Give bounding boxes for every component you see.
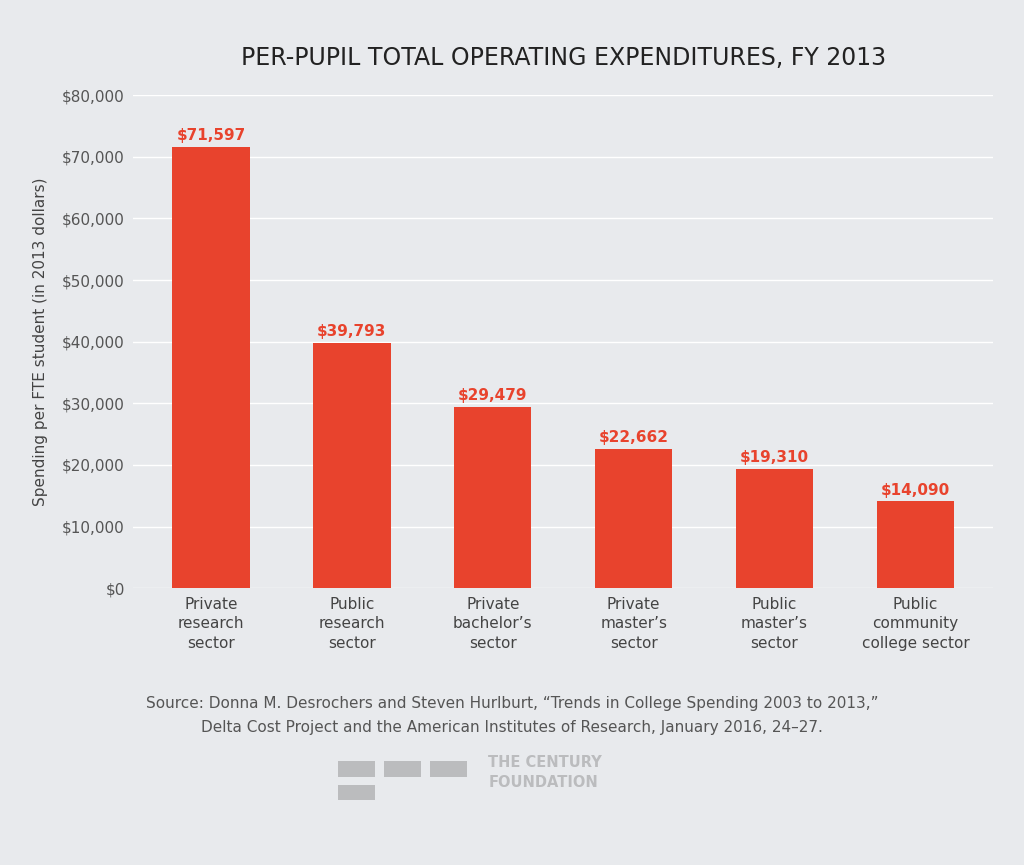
Text: $71,597: $71,597 — [176, 128, 246, 144]
Bar — [172, 147, 250, 588]
Text: $29,479: $29,479 — [458, 388, 527, 403]
Bar — [313, 343, 390, 588]
Text: $19,310: $19,310 — [740, 451, 809, 465]
Text: $14,090: $14,090 — [881, 483, 950, 497]
Bar — [454, 407, 531, 588]
Title: PER-PUPIL TOTAL OPERATING EXPENDITURES, FY 2013: PER-PUPIL TOTAL OPERATING EXPENDITURES, … — [241, 46, 886, 69]
Text: $22,662: $22,662 — [599, 430, 669, 445]
Text: Source: Donna M. Desrochers and Steven Hurlburt, “Trends in College Spending 200: Source: Donna M. Desrochers and Steven H… — [145, 696, 879, 711]
Text: $39,793: $39,793 — [317, 324, 386, 339]
Bar — [595, 449, 673, 588]
Bar — [736, 469, 813, 588]
Text: Delta Cost Project and the American Institutes of Research, January 2016, 24–27.: Delta Cost Project and the American Inst… — [201, 720, 823, 734]
Bar — [877, 502, 954, 588]
Y-axis label: Spending per FTE student (in 2013 dollars): Spending per FTE student (in 2013 dollar… — [33, 177, 48, 506]
Text: THE CENTURY
FOUNDATION: THE CENTURY FOUNDATION — [488, 755, 602, 791]
